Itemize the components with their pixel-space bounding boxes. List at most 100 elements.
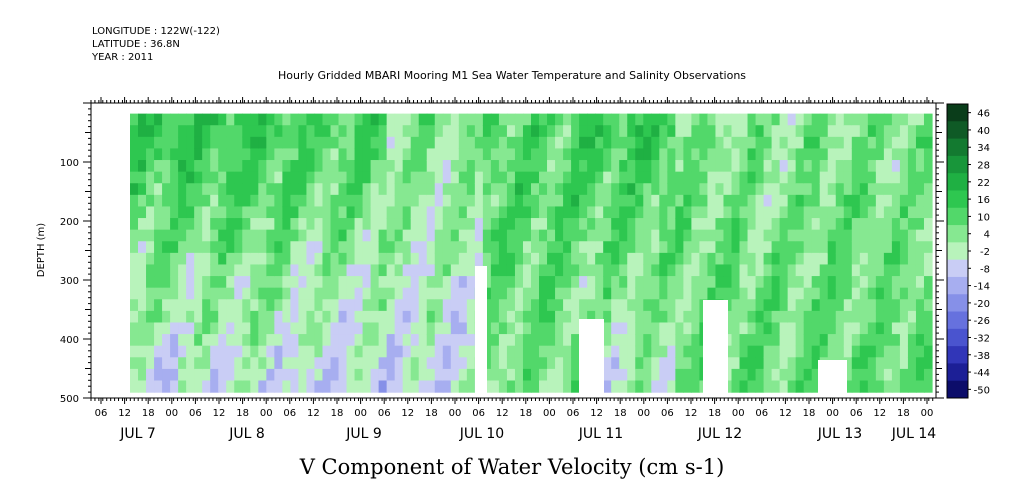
heatmap-cell bbox=[843, 183, 853, 196]
heatmap-cell bbox=[162, 183, 171, 196]
heatmap-cell bbox=[434, 206, 444, 219]
heatmap-cell bbox=[290, 334, 300, 347]
heatmap-cell bbox=[875, 334, 885, 347]
heatmap-cell bbox=[731, 380, 741, 393]
heatmap-cell bbox=[250, 368, 259, 382]
heatmap-cell bbox=[771, 357, 781, 370]
heatmap-cell bbox=[314, 310, 324, 324]
heatmap-cell bbox=[571, 241, 580, 254]
heatmap-cell bbox=[290, 113, 300, 126]
heatmap-cell bbox=[338, 183, 348, 196]
heatmap-cell bbox=[506, 264, 516, 277]
heatmap-cell bbox=[803, 368, 813, 382]
heatmap-cell bbox=[402, 183, 412, 196]
heatmap-cell bbox=[627, 136, 636, 150]
heatmap-cell bbox=[242, 136, 251, 150]
heatmap-cell bbox=[627, 368, 636, 382]
heatmap-cell bbox=[795, 276, 805, 289]
heatmap-cell bbox=[667, 357, 676, 370]
heatmap-cell bbox=[434, 287, 444, 300]
heatmap-cell bbox=[434, 357, 444, 370]
heatmap-cell bbox=[891, 334, 901, 347]
heatmap-cell bbox=[130, 252, 139, 266]
heatmap-cell bbox=[739, 252, 749, 266]
heatmap-cell bbox=[619, 194, 628, 208]
heatmap-cell bbox=[867, 357, 877, 370]
heatmap-cell bbox=[579, 160, 588, 173]
heatmap-cell bbox=[611, 113, 620, 126]
heatmap-cell bbox=[731, 148, 741, 161]
heatmap-cell bbox=[659, 194, 668, 208]
heatmap-cell bbox=[595, 276, 604, 289]
heatmap-cell bbox=[659, 218, 668, 231]
heatmap-cell bbox=[563, 160, 572, 173]
heatmap-cell bbox=[386, 380, 396, 393]
heatmap-cell bbox=[394, 218, 404, 231]
heatmap-cell bbox=[266, 194, 275, 208]
heatmap-cell bbox=[514, 241, 524, 254]
heatmap-cell bbox=[402, 276, 412, 289]
heatmap-cell bbox=[482, 229, 492, 242]
heatmap-cell bbox=[795, 136, 805, 150]
data-gap bbox=[475, 266, 487, 394]
heatmap-cell bbox=[787, 380, 797, 393]
heatmap-cell bbox=[539, 287, 548, 300]
heatmap-cell bbox=[763, 357, 773, 370]
heatmap-cell bbox=[394, 276, 404, 289]
heatmap-cell bbox=[611, 229, 620, 242]
heatmap-cell bbox=[306, 171, 316, 184]
heatmap-cell bbox=[923, 171, 933, 184]
heatmap-cell bbox=[555, 229, 564, 242]
heatmap-cell bbox=[402, 206, 412, 219]
heatmap-cell bbox=[218, 136, 227, 150]
heatmap-cell bbox=[627, 380, 636, 393]
heatmap-cell bbox=[811, 287, 821, 300]
heatmap-cell bbox=[659, 183, 668, 196]
heatmap-cell bbox=[627, 287, 636, 300]
heatmap-cell bbox=[771, 206, 781, 219]
heatmap-cell bbox=[482, 136, 492, 150]
heatmap-cell bbox=[867, 183, 877, 196]
heatmap-cell bbox=[202, 310, 211, 324]
heatmap-cell bbox=[915, 287, 925, 300]
heatmap-cell bbox=[450, 299, 460, 312]
heatmap-cell bbox=[875, 322, 885, 335]
heatmap-cell bbox=[410, 299, 420, 312]
heatmap-cell bbox=[795, 252, 805, 266]
heatmap-cell bbox=[771, 171, 781, 184]
heatmap-cell bbox=[811, 194, 821, 208]
heatmap-cell bbox=[907, 194, 917, 208]
heatmap-cell bbox=[162, 113, 171, 126]
heatmap-cell bbox=[218, 368, 227, 382]
heatmap-cell bbox=[659, 322, 668, 335]
heatmap-cell bbox=[506, 368, 516, 382]
heatmap-cell bbox=[466, 310, 476, 324]
heatmap-cell bbox=[490, 322, 500, 335]
heatmap-cell bbox=[675, 368, 684, 382]
heatmap-cell bbox=[378, 310, 388, 324]
heatmap-cell bbox=[683, 310, 692, 324]
heatmap-cell bbox=[378, 380, 388, 393]
heatmap-cell bbox=[579, 229, 588, 242]
heatmap-cell bbox=[386, 276, 396, 289]
heatmap-cell bbox=[923, 252, 933, 266]
heatmap-cell bbox=[531, 241, 540, 254]
colorbar-label: -26 bbox=[974, 316, 990, 327]
heatmap-cell bbox=[274, 113, 283, 126]
heatmap-cell bbox=[907, 229, 917, 242]
heatmap-cell bbox=[346, 299, 356, 312]
heatmap-cell bbox=[250, 148, 259, 161]
heatmap-cell bbox=[531, 148, 540, 161]
heatmap-cell bbox=[627, 252, 636, 266]
heatmap-cell bbox=[250, 113, 259, 126]
heatmap-cell bbox=[659, 264, 668, 277]
heatmap-cell bbox=[723, 218, 733, 231]
heatmap-cell bbox=[915, 322, 925, 335]
heatmap-cell bbox=[514, 136, 524, 150]
heatmap-cell bbox=[907, 287, 917, 300]
heatmap-cell bbox=[747, 125, 757, 138]
heatmap-cell bbox=[138, 218, 147, 231]
heatmap-cell bbox=[482, 322, 492, 335]
heatmap-cell bbox=[370, 264, 380, 277]
heatmap-cell bbox=[683, 160, 692, 173]
